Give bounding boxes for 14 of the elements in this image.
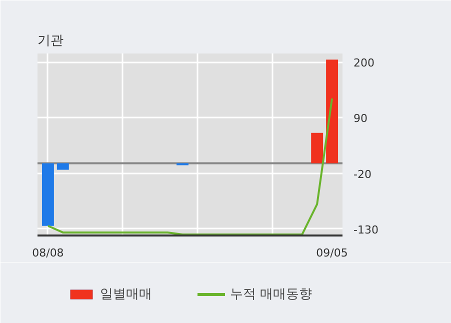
x-tick-label: 09/05 (316, 246, 348, 260)
x-tick-label: 08/08 (32, 246, 64, 260)
bar (326, 60, 338, 164)
chart-title: 기관 (38, 34, 64, 48)
legend-label: 누적 매매동향 (230, 286, 312, 303)
bar (42, 163, 54, 226)
legend-label: 일별매매 (100, 286, 152, 303)
y-tick-label: -20 (354, 168, 372, 181)
y-tick-label: 90 (354, 112, 368, 126)
y-tick-label: 200 (354, 56, 374, 70)
y-tick-label: -130 (354, 223, 378, 236)
bar (311, 132, 324, 164)
bar (56, 163, 69, 170)
line-series (46, 97, 334, 236)
